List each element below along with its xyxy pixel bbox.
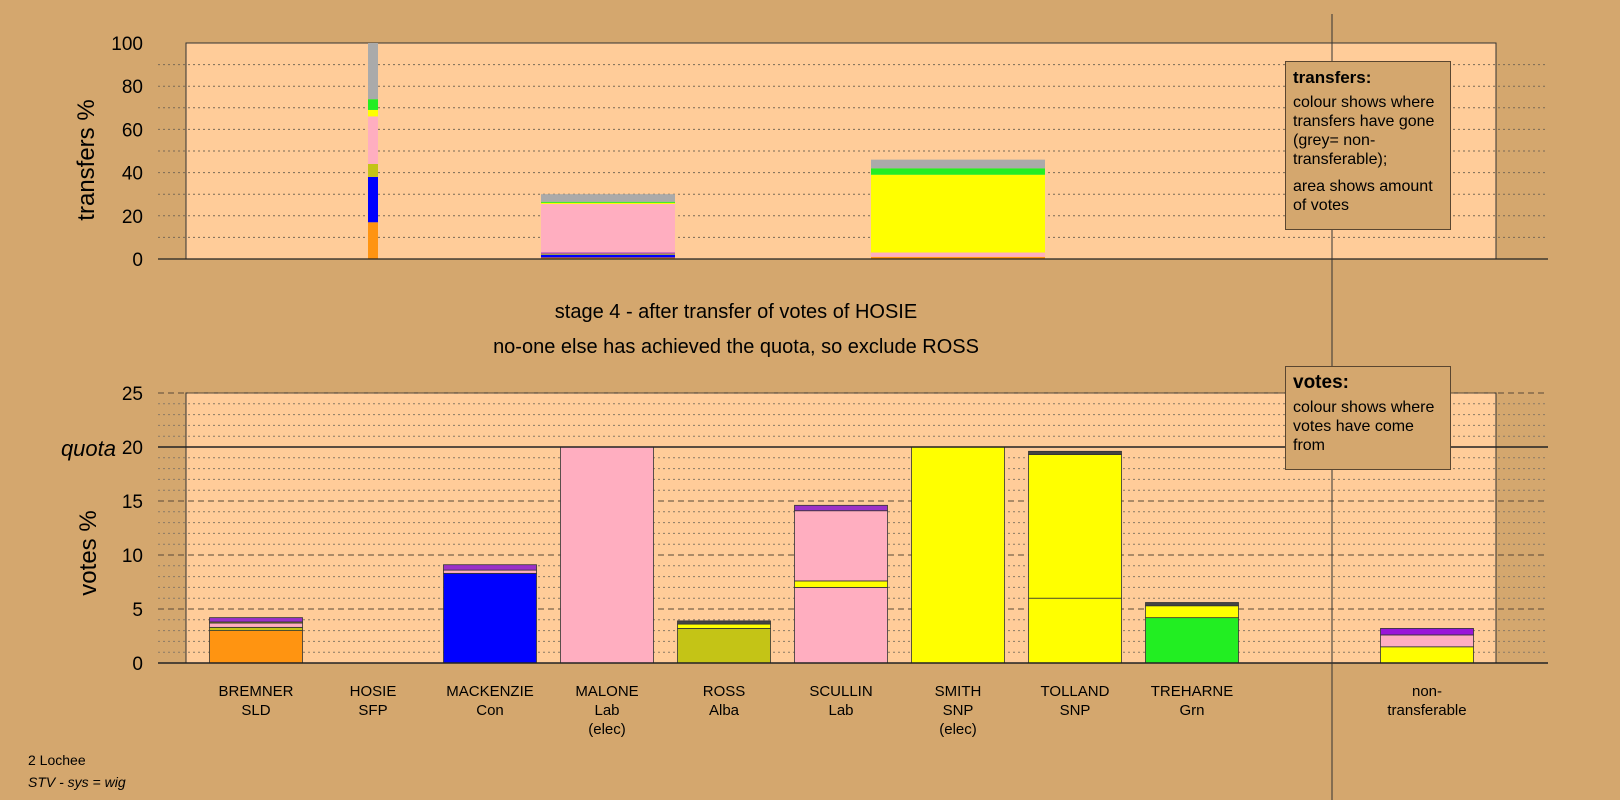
vote-segment: [443, 564, 537, 571]
transfer-segment: [541, 203, 675, 253]
transfer-segment: [871, 256, 1045, 259]
transfers-grid: [158, 64, 1548, 238]
vote-segment: [1028, 450, 1122, 455]
vote-segment: [1028, 597, 1122, 664]
candidate-label: SFP: [358, 702, 387, 719]
vote-segment: [1145, 605, 1239, 619]
transfers-bars: [368, 43, 1045, 259]
votes-legend-text: colour shows where votes have come from: [1293, 399, 1435, 454]
vote-segment: [677, 620, 771, 625]
votes-y-tick-label: 5: [132, 600, 143, 621]
stage-subtitle: no-one else has achieved the quota, so e…: [493, 336, 979, 358]
vote-segment: [911, 446, 1005, 664]
candidate-label: transferable: [1387, 702, 1466, 719]
candidate-label: SNP: [943, 702, 974, 719]
vote-segment: [1145, 602, 1239, 607]
candidate-label: Lab: [594, 702, 619, 719]
transfers-y-tick-label: 60: [122, 120, 143, 141]
candidate-label: SCULLIN: [809, 683, 872, 700]
transfer-segment: [541, 201, 675, 203]
transfers-legend: transfers: colour shows where transfers …: [1285, 61, 1451, 230]
transfers-y-axis: 0 20 40 60 80 100: [111, 34, 1548, 271]
transfer-segment: [541, 257, 675, 259]
footer-ward-name: 2 Lochee: [28, 752, 86, 768]
nontransferable-segment: [1380, 646, 1474, 664]
vote-segment: [794, 580, 888, 588]
candidate-label: TREHARNE: [1151, 683, 1234, 700]
candidate-label: ROSS: [703, 683, 746, 700]
nontransferable-segment: [1380, 634, 1474, 648]
vote-segment: [794, 587, 888, 664]
votes-bars: [209, 446, 1474, 664]
stage-title: stage 4 - after transfer of votes of HOS…: [555, 301, 917, 323]
vote-segment: [209, 617, 303, 623]
transfer-segment: [368, 109, 378, 117]
transfer-segment: [541, 253, 675, 255]
transfers-y-tick-label: 20: [122, 207, 143, 228]
transfers-legend-title: transfers:: [1293, 68, 1372, 87]
footer-system-note: STV - sys = wig: [28, 774, 126, 790]
candidate-labels: BREMNER SLD HOSIE SFP MACKENZIE Con MALONE Lab (…: [218, 683, 1466, 738]
candidate-label: Grn: [1179, 702, 1204, 719]
transfers-legend-text-1: colour shows where transfers have gone (…: [1293, 94, 1435, 168]
nontransferable-segment: [1380, 628, 1474, 636]
candidate-label: TOLLAND: [1041, 683, 1110, 700]
candidate-label: HOSIE: [350, 683, 397, 700]
vote-segment: [560, 446, 654, 664]
vote-segment: [443, 572, 537, 664]
votes-y-tick-label: 0: [132, 654, 143, 675]
vote-segment: [794, 510, 888, 582]
transfer-segment: [541, 252, 675, 254]
transfer-segment: [368, 222, 378, 259]
vote-segment: [209, 626, 303, 631]
transfer-segment: [368, 176, 378, 223]
vote-segment: [794, 504, 888, 512]
votes-legend-title: votes:: [1293, 372, 1349, 393]
transfer-segment: [541, 202, 675, 204]
transfer-segment: [368, 116, 378, 164]
vote-segment: [1145, 617, 1239, 664]
votes-y-tick-label: 10: [122, 546, 143, 567]
candidate-label: Con: [476, 702, 504, 719]
transfer-segment: [871, 174, 1045, 253]
vote-segment: [677, 623, 771, 629]
candidate-label: non-: [1412, 683, 1442, 700]
candidate-label: SMITH: [935, 683, 982, 700]
votes-y-tick-label: 15: [122, 492, 143, 513]
transfer-segment: [368, 99, 378, 110]
transfers-y-tick-label: 80: [122, 77, 143, 98]
transfer-segment: [871, 252, 1045, 257]
vote-segment: [209, 630, 303, 664]
transfer-segment: [368, 163, 378, 177]
votes-y-tick-label: 25: [122, 384, 143, 405]
quota-label: quota: [61, 436, 116, 461]
candidate-label: MACKENZIE: [446, 683, 534, 700]
votes-y-tick-label: 20: [122, 438, 143, 459]
candidate-label: (elec): [588, 721, 626, 738]
vote-segment: [209, 622, 303, 628]
candidate-label: MALONE: [575, 683, 638, 700]
transfers-y-tick-label: 100: [111, 34, 143, 55]
vote-segment: [443, 569, 537, 574]
candidate-label: (elec): [939, 721, 977, 738]
transfers-y-tick-label: 40: [122, 164, 143, 185]
vote-segment: [677, 628, 771, 664]
transfers-y-axis-label: transfers %: [73, 99, 100, 220]
candidate-label: SNP: [1060, 702, 1091, 719]
transfer-segment: [871, 168, 1045, 175]
transfer-segment: [541, 194, 675, 202]
transfer-segment: [541, 254, 675, 258]
candidate-label: BREMNER: [218, 683, 293, 700]
transfer-segment: [871, 159, 1045, 169]
vote-segment: [1028, 454, 1122, 599]
candidate-label: SLD: [241, 702, 270, 719]
candidate-label: Alba: [709, 702, 740, 719]
transfer-segment: [368, 43, 378, 100]
votes-legend: votes: colour shows where votes have com…: [1285, 366, 1451, 470]
candidate-label: Lab: [828, 702, 853, 719]
transfers-y-tick-label: 0: [132, 250, 143, 271]
votes-y-axis-label: votes %: [75, 510, 102, 595]
transfers-legend-text-2: area shows amount of votes: [1293, 178, 1433, 214]
